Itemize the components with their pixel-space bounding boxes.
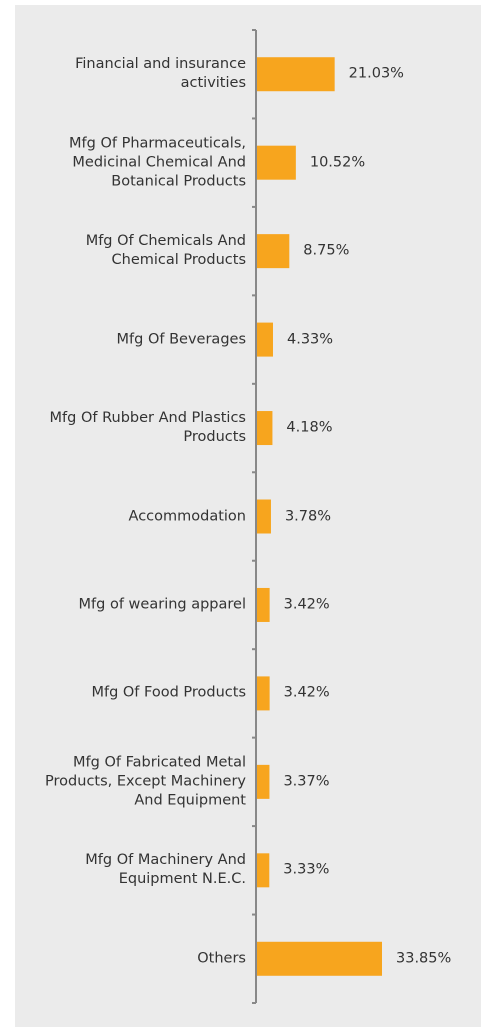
value-label: 3.33% xyxy=(283,861,330,878)
bar xyxy=(257,587,270,622)
category-label: Mfg Of Machinery And Equipment N.E.C. xyxy=(85,852,246,888)
value-label: 3.37% xyxy=(283,773,330,790)
bar xyxy=(257,676,270,711)
category-label: Mfg Of Food Products xyxy=(91,684,246,701)
category-label: Financial and insurance activities xyxy=(75,56,246,92)
bar xyxy=(257,853,270,888)
category-label: Others xyxy=(197,950,246,967)
value-label: 21.03% xyxy=(348,65,404,82)
bar xyxy=(257,499,271,534)
value-label: 10.52% xyxy=(309,154,366,171)
value-label: 3.78% xyxy=(284,508,332,524)
bar xyxy=(257,411,273,446)
bar xyxy=(257,941,382,976)
value-label: 8.75% xyxy=(303,242,350,259)
value-label: 33.85% xyxy=(396,950,452,967)
category-label: Accommodation xyxy=(128,508,246,524)
value-label: 3.42% xyxy=(283,684,330,701)
value-label: 4.33% xyxy=(286,331,334,348)
bar xyxy=(257,764,270,799)
bar xyxy=(257,57,335,92)
category-label: Mfg of wearing apparel xyxy=(78,596,246,613)
category-label: Mfg Of Pharmaceuticals, Medicinal Chemic… xyxy=(69,135,246,190)
category-label: Mfg Of Beverages xyxy=(116,331,246,348)
value-label: 3.42% xyxy=(283,596,330,613)
category-label: Mfg Of Chemicals And Chemical Products xyxy=(85,233,246,269)
category-label: Mfg Of Rubber And Plastics Products xyxy=(49,410,246,446)
bar xyxy=(257,145,296,180)
bar xyxy=(257,322,273,357)
value-label: 4.18% xyxy=(286,419,333,436)
panel xyxy=(15,5,481,1027)
bar xyxy=(257,234,290,269)
category-label: Mfg Of Fabricated Metal Products, Except… xyxy=(45,754,246,809)
